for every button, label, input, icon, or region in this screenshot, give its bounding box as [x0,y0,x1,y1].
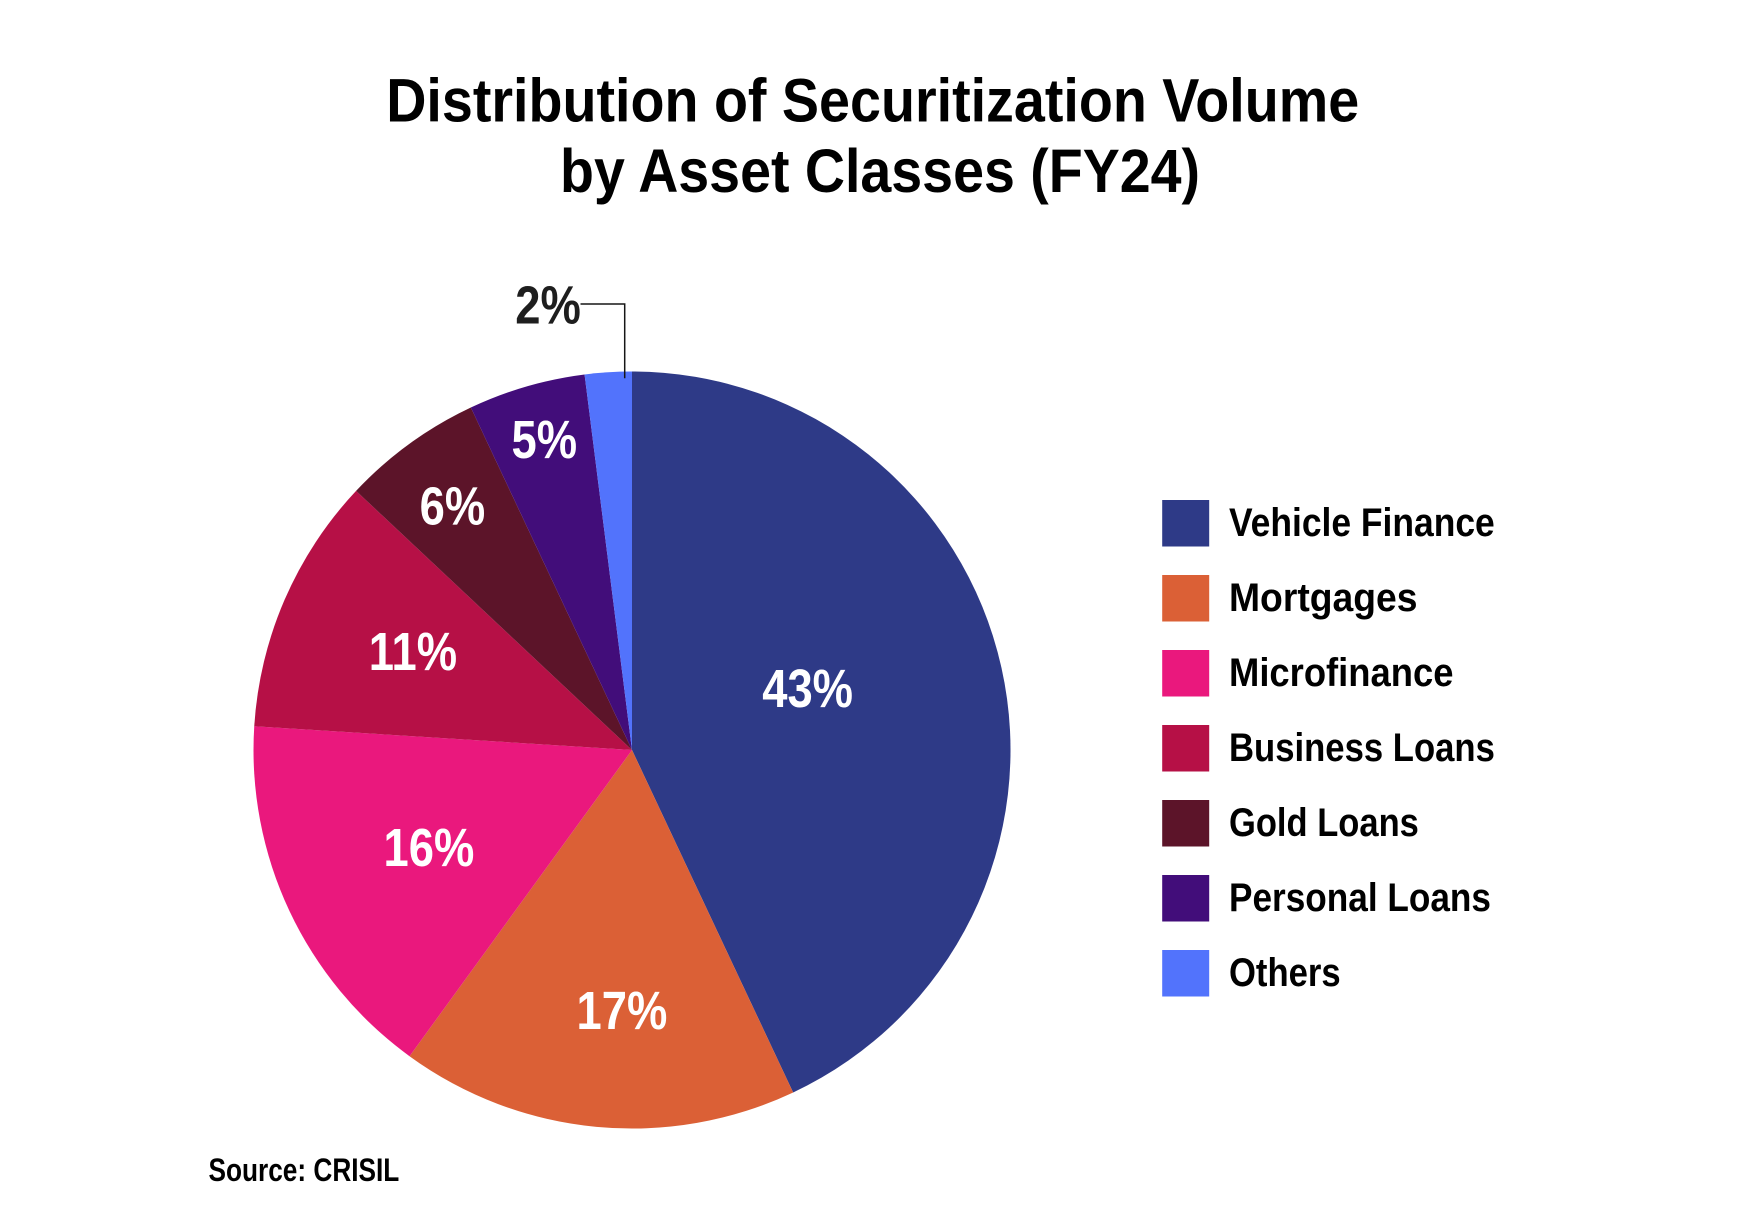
svg-text:11%: 11% [369,621,457,682]
svg-text:43%: 43% [762,658,853,719]
svg-text:Mortgages: Mortgages [1229,576,1417,620]
svg-text:17%: 17% [577,980,668,1041]
svg-text:Distribution of Securitization: Distribution of Securitization Volume [386,67,1359,135]
svg-text:Source: CRISIL: Source: CRISIL [209,1153,400,1189]
svg-text:Vehicle Finance: Vehicle Finance [1229,501,1495,545]
svg-text:by Asset Classes (FY24): by Asset Classes (FY24) [560,138,1200,206]
svg-text:Personal Loans: Personal Loans [1229,875,1491,920]
svg-text:16%: 16% [384,817,475,878]
svg-text:Gold Loans: Gold Loans [1229,800,1419,845]
svg-text:5%: 5% [512,409,578,470]
svg-text:Business Loans: Business Loans [1229,725,1495,770]
svg-text:2%: 2% [515,275,581,336]
svg-text:Microfinance: Microfinance [1229,651,1453,696]
svg-text:Others: Others [1229,950,1341,995]
svg-text:6%: 6% [420,476,486,537]
